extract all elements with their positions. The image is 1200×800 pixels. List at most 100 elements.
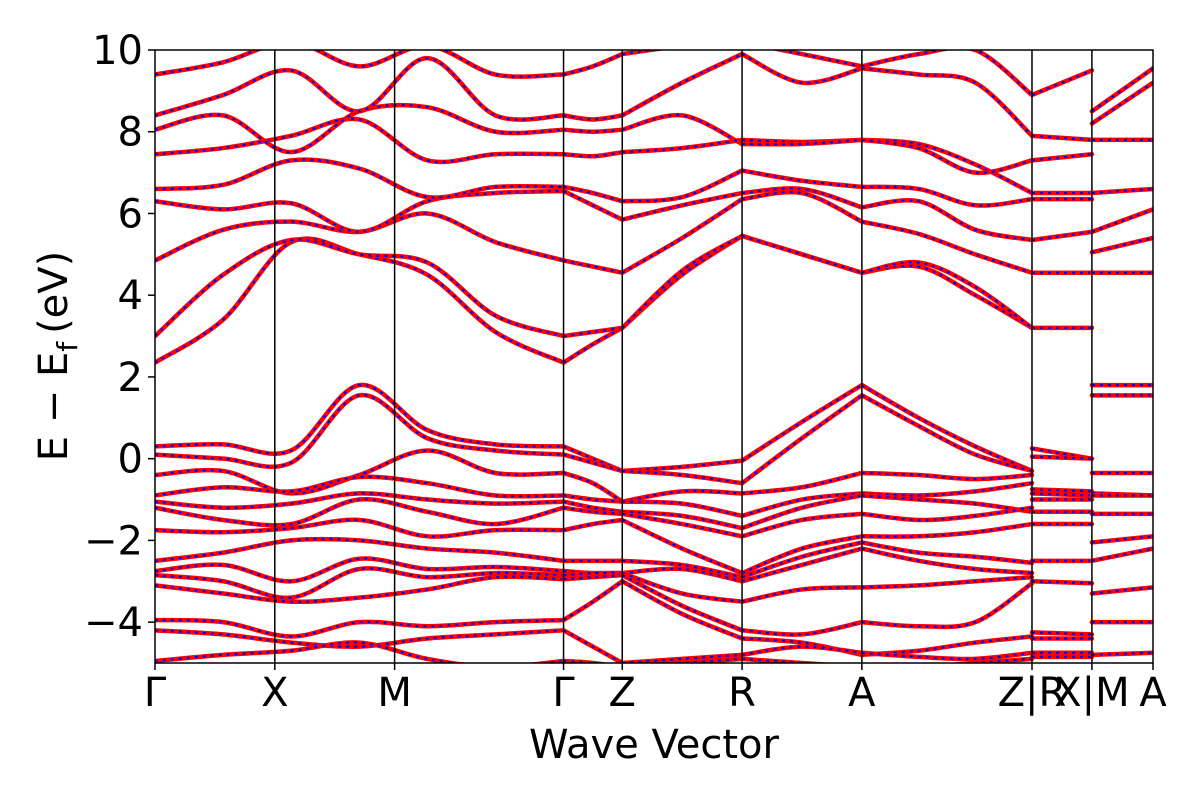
band-line-overlay	[861, 394, 1033, 472]
band-line-primary	[770, 50, 865, 69]
band-line-overlay	[155, 498, 564, 527]
band-line-primary	[739, 540, 865, 580]
band-line-overlay	[155, 475, 564, 498]
band-line-overlay	[1031, 631, 1092, 636]
band-line-overlay	[861, 264, 1033, 329]
x-tick-label: Z|R	[998, 670, 1067, 716]
band-line-primary	[561, 570, 625, 578]
band-line-primary	[561, 325, 625, 339]
band-line-overlay	[861, 471, 1033, 481]
band-line-primary	[739, 511, 865, 539]
band-line-primary	[739, 644, 865, 658]
band-line-overlay	[1091, 586, 1153, 595]
band-line-primary	[859, 581, 1035, 630]
band-line-overlay	[741, 535, 863, 575]
band-line-overlay	[563, 190, 623, 221]
x-tick-label: Γ	[552, 670, 575, 716]
band-line-primary	[620, 112, 745, 147]
band-line-primary	[1089, 66, 1153, 114]
y-tick-label: 10	[92, 28, 143, 74]
band-line-overlay	[741, 53, 863, 84]
band-line-overlay	[155, 189, 564, 233]
band-line-primary	[859, 137, 1035, 175]
band-line-primary	[620, 566, 745, 584]
band-line-overlay	[622, 459, 743, 473]
band-line-overlay	[563, 629, 623, 663]
band-line-overlay	[155, 158, 564, 199]
band-line-primary	[859, 66, 1035, 139]
band-line-primary	[620, 50, 667, 57]
band-line-primary	[739, 51, 865, 86]
x-tick-label: Γ	[144, 670, 167, 716]
y-tick-label: 6	[118, 191, 143, 237]
band-line-primary	[561, 505, 625, 517]
band-line-overlay	[621, 518, 743, 575]
band-line-overlay	[562, 326, 623, 364]
x-tick-label: A	[848, 670, 876, 716]
band-line-primary	[620, 558, 745, 580]
y-axis-title-main: E − E	[31, 352, 77, 462]
band-line-primary	[739, 656, 836, 663]
band-line-primary	[155, 393, 566, 469]
band-line-overlay	[861, 384, 1033, 472]
kpoint-lines-layer	[274, 50, 1093, 663]
x-tick-label: A	[1139, 670, 1167, 716]
band-line-overlay	[1091, 535, 1153, 544]
band-line-overlay	[741, 191, 863, 223]
band-line-overlay	[742, 138, 862, 146]
band-line-overlay	[155, 50, 564, 78]
band-line-primary	[620, 499, 745, 519]
band-line-overlay	[155, 618, 564, 638]
band-line-overlay	[155, 117, 564, 164]
band-line-overlay	[861, 547, 1033, 575]
band-line-overlay	[861, 582, 1033, 628]
band-line-overlay	[1091, 651, 1153, 656]
band-line-primary	[561, 127, 625, 134]
band-line-overlay	[1091, 236, 1153, 254]
band-line-overlay	[155, 238, 564, 338]
band-line-primary	[561, 499, 625, 515]
x-tick-label: X	[261, 670, 288, 716]
band-line-primary	[561, 572, 625, 582]
band-line-overlay	[622, 50, 659, 56]
band-line-primary	[561, 452, 625, 474]
band-line-primary	[155, 188, 566, 235]
band-line-overlay	[861, 261, 1033, 329]
band-line-overlay	[861, 576, 1033, 589]
band-line-primary	[620, 579, 745, 641]
y-axis-title-subscript: f	[51, 341, 84, 352]
band-line-primary	[739, 186, 865, 210]
x-tick-label: Z	[609, 670, 636, 716]
band-line-overlay	[1091, 187, 1153, 195]
band-line-primary	[155, 517, 566, 539]
band-line-primary	[155, 491, 566, 510]
y-tick-label: 2	[118, 355, 143, 401]
band-line-overlay	[861, 220, 1033, 274]
band-line-overlay	[155, 557, 564, 583]
band-line-primary	[620, 190, 745, 222]
band-line-overlay	[861, 482, 1033, 497]
band-line-primary	[561, 184, 625, 204]
band-line-overlay	[1031, 230, 1093, 242]
band-line-overlay	[155, 394, 564, 468]
y-tick-label: 4	[118, 273, 143, 319]
band-line-overlay	[861, 541, 1033, 564]
band-line-overlay	[155, 237, 565, 364]
band-line-primary	[561, 113, 625, 122]
band-line-overlay	[741, 384, 863, 462]
band-line-primary	[561, 258, 625, 275]
band-line-overlay	[1091, 547, 1153, 562]
band-line-overlay	[861, 185, 1033, 207]
band-line-overlay	[1031, 134, 1092, 142]
band-line-primary	[561, 493, 625, 504]
y-tick-label: −4	[84, 600, 143, 646]
band-line-overlay	[861, 494, 1033, 513]
band-line-primary	[739, 546, 865, 584]
band-line-primary	[561, 658, 611, 663]
band-line-primary	[155, 640, 566, 663]
band-line-overlay	[961, 657, 1033, 663]
band-line-overlay	[861, 651, 1033, 661]
y-axis-title: E − Ef (eV)	[31, 251, 84, 462]
band-line-primary	[561, 149, 625, 159]
